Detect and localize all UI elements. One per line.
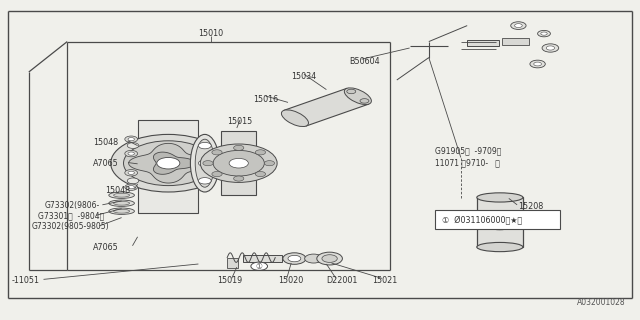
Ellipse shape	[344, 88, 371, 105]
Circle shape	[347, 89, 356, 94]
Circle shape	[542, 44, 559, 52]
FancyBboxPatch shape	[227, 258, 238, 268]
Text: 15021: 15021	[372, 276, 397, 285]
Ellipse shape	[109, 200, 134, 206]
Circle shape	[317, 252, 342, 265]
Circle shape	[127, 143, 139, 148]
Circle shape	[212, 172, 222, 177]
Ellipse shape	[109, 208, 134, 214]
Circle shape	[198, 160, 211, 166]
Circle shape	[125, 150, 138, 157]
Circle shape	[283, 253, 306, 264]
Ellipse shape	[114, 209, 129, 213]
Text: ①: ①	[256, 262, 262, 271]
Circle shape	[212, 150, 222, 155]
FancyBboxPatch shape	[477, 197, 523, 247]
Circle shape	[255, 172, 266, 177]
Text: A7065: A7065	[93, 159, 118, 168]
Text: 15048: 15048	[106, 186, 131, 195]
Circle shape	[213, 150, 264, 176]
Ellipse shape	[109, 192, 134, 198]
Text: A7065: A7065	[93, 243, 118, 252]
FancyBboxPatch shape	[221, 131, 256, 195]
Polygon shape	[129, 143, 208, 183]
Ellipse shape	[477, 193, 523, 202]
Circle shape	[229, 158, 248, 168]
Circle shape	[203, 161, 213, 166]
Circle shape	[530, 60, 545, 68]
FancyBboxPatch shape	[502, 38, 529, 45]
Polygon shape	[154, 152, 195, 174]
Text: D22001: D22001	[326, 276, 358, 285]
Text: A032001028: A032001028	[577, 298, 626, 307]
FancyBboxPatch shape	[243, 255, 282, 262]
Ellipse shape	[114, 193, 129, 197]
Text: ①  Ø031106000（★）: ① Ø031106000（★）	[442, 215, 522, 224]
Circle shape	[288, 255, 301, 262]
Circle shape	[322, 255, 337, 262]
Circle shape	[125, 170, 138, 176]
Text: 15016: 15016	[253, 95, 278, 104]
Circle shape	[305, 254, 323, 263]
Circle shape	[198, 178, 209, 184]
Circle shape	[515, 24, 522, 28]
Text: -11051: -11051	[12, 276, 40, 285]
Text: G73302(9806-: G73302(9806-	[45, 201, 100, 210]
Circle shape	[128, 186, 134, 189]
Circle shape	[124, 141, 213, 186]
Circle shape	[127, 178, 139, 184]
Circle shape	[128, 171, 134, 174]
Circle shape	[534, 62, 541, 66]
Ellipse shape	[195, 139, 214, 187]
Circle shape	[538, 30, 550, 37]
Circle shape	[541, 32, 547, 35]
Text: 15019: 15019	[218, 276, 243, 285]
Circle shape	[111, 134, 226, 192]
Text: 15015: 15015	[227, 117, 252, 126]
Text: 15048: 15048	[93, 138, 118, 147]
Circle shape	[198, 178, 211, 184]
Circle shape	[234, 145, 244, 150]
Text: 11071 〈9710-   〉: 11071 〈9710- 〉	[435, 159, 500, 168]
Circle shape	[264, 161, 275, 166]
FancyBboxPatch shape	[138, 120, 198, 213]
Polygon shape	[284, 88, 369, 126]
Text: G73302(9805-9805): G73302(9805-9805)	[32, 222, 109, 231]
Circle shape	[157, 157, 180, 169]
Ellipse shape	[477, 243, 523, 252]
Text: G91905〈  -9709〉: G91905〈 -9709〉	[435, 146, 502, 155]
Text: G73301〈  -9804〉: G73301〈 -9804〉	[38, 212, 105, 220]
Ellipse shape	[191, 134, 219, 192]
Circle shape	[128, 152, 134, 155]
Text: 15208: 15208	[518, 202, 543, 211]
FancyBboxPatch shape	[435, 210, 560, 229]
Circle shape	[125, 184, 138, 190]
Ellipse shape	[114, 201, 129, 205]
Circle shape	[198, 143, 209, 148]
Text: 15034: 15034	[291, 72, 316, 81]
Circle shape	[198, 142, 211, 149]
Circle shape	[234, 176, 244, 181]
Circle shape	[360, 99, 369, 103]
Circle shape	[511, 22, 526, 29]
Circle shape	[125, 136, 138, 142]
Circle shape	[255, 150, 266, 155]
Ellipse shape	[282, 110, 308, 126]
Circle shape	[251, 262, 268, 270]
FancyBboxPatch shape	[467, 40, 499, 46]
Text: B50604: B50604	[349, 57, 380, 66]
Circle shape	[128, 138, 134, 141]
Text: 15020: 15020	[278, 276, 303, 285]
Circle shape	[200, 144, 277, 182]
Circle shape	[547, 46, 554, 50]
Text: 15010: 15010	[198, 29, 223, 38]
